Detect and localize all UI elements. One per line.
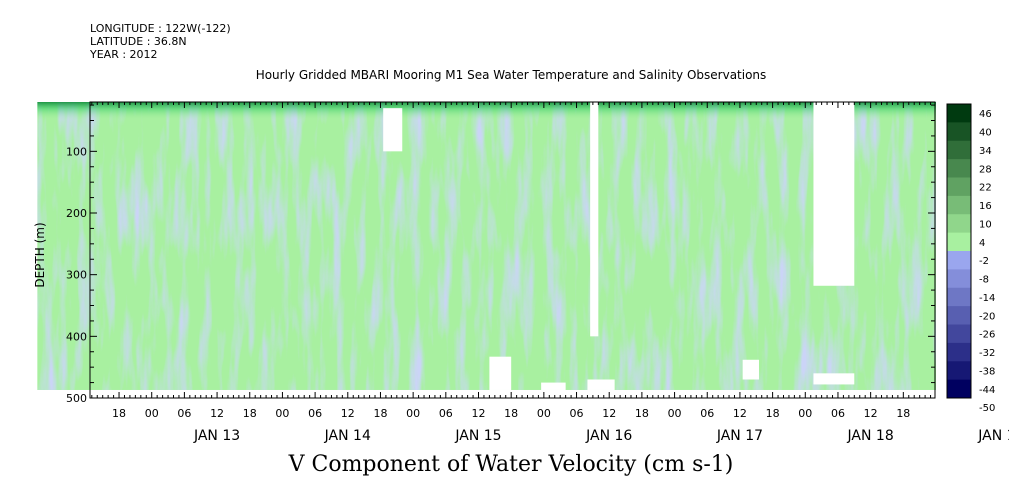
colorbar-label: -50 bbox=[979, 403, 995, 414]
x-day-label: JAN 14 bbox=[324, 428, 371, 444]
missing-region bbox=[813, 102, 855, 286]
x-tick-label: 12 bbox=[733, 407, 747, 420]
x-tick-label: 12 bbox=[210, 407, 224, 420]
missing-region bbox=[383, 108, 403, 152]
missing-region bbox=[21, 102, 38, 398]
colorbar-label: -20 bbox=[979, 311, 995, 322]
chart-subtitle: V Component of Water Velocity (cm s-1) bbox=[288, 452, 734, 477]
x-tick-label: 00 bbox=[798, 407, 812, 420]
chart-title: Hourly Gridded MBARI Mooring M1 Sea Wate… bbox=[255, 68, 767, 82]
colorbar-label: -8 bbox=[979, 275, 989, 286]
x-tick-label: 18 bbox=[766, 407, 780, 420]
y-axis-label: DEPTH (m) bbox=[33, 222, 47, 287]
colorbar-swatch bbox=[947, 122, 971, 142]
y-tick-label: 300 bbox=[66, 269, 87, 282]
y-tick-label: 200 bbox=[66, 207, 87, 220]
year-label: YEAR : 2012 bbox=[90, 48, 158, 61]
colorbar: 46 40 34 28 22 16 10 4 -2 -8 -14 -20 -26 -32 -38 -44 -50 bbox=[946, 103, 995, 414]
colorbar-label: -32 bbox=[979, 348, 995, 359]
x-tick-label: 00 bbox=[537, 407, 551, 420]
x-tick-label: 00 bbox=[145, 407, 159, 420]
x-tick-label: 12 bbox=[864, 407, 878, 420]
x-tick-label: 00 bbox=[275, 407, 289, 420]
x-tick-label: 18 bbox=[896, 407, 910, 420]
colorbar-swatch bbox=[947, 214, 971, 234]
missing-region bbox=[590, 102, 599, 337]
colorbar-swatch bbox=[947, 342, 971, 362]
longitude-label: LONGITUDE : 122W(-122) bbox=[90, 22, 231, 35]
colorbar-swatch bbox=[947, 306, 971, 325]
x-tick-label: 12 bbox=[341, 407, 355, 420]
y-tick-label: 100 bbox=[66, 145, 87, 158]
axes: 18 00 06 12 18 00 06 12 18 00 06 12 18 00 06 12 18 00 06 12… bbox=[66, 101, 1009, 444]
colorbar-label: 28 bbox=[979, 164, 992, 175]
x-tick-label: 06 bbox=[570, 407, 584, 420]
colorbar-swatch bbox=[947, 177, 971, 197]
x-day-label: JAN 19 bbox=[977, 428, 1009, 444]
colorbar-frame bbox=[946, 103, 972, 399]
missing-region bbox=[742, 359, 759, 380]
y-tick-label: 500 bbox=[66, 392, 87, 405]
missing-data bbox=[21, 102, 855, 398]
surface-band bbox=[21, 102, 936, 162]
colorbar-label: 34 bbox=[979, 146, 992, 157]
colorbar-label: 4 bbox=[979, 238, 985, 249]
colorbar-swatch bbox=[947, 324, 971, 344]
x-tick-label: 18 bbox=[112, 407, 126, 420]
colorbar-swatch bbox=[947, 140, 971, 160]
x-tick-label: 18 bbox=[635, 407, 649, 420]
colorbar-swatch bbox=[947, 195, 971, 215]
colorbar-swatch bbox=[947, 269, 971, 289]
missing-region bbox=[587, 379, 615, 390]
x-day-label: JAN 16 bbox=[585, 428, 632, 444]
colorbar-swatch bbox=[947, 287, 971, 307]
colorbar-label: -38 bbox=[979, 366, 995, 377]
x-day-label: JAN 18 bbox=[847, 428, 894, 444]
colorbar-swatch bbox=[947, 104, 971, 123]
colorbar-label: 40 bbox=[979, 128, 992, 139]
colorbar-swatch bbox=[947, 232, 971, 252]
missing-region bbox=[541, 382, 566, 390]
colorbar-swatch bbox=[947, 361, 971, 381]
colorbar-swatch bbox=[947, 159, 971, 178]
x-tick-label: 12 bbox=[602, 407, 616, 420]
x-tick-label: 06 bbox=[831, 407, 845, 420]
colorbar-label: 16 bbox=[979, 201, 992, 212]
plot-frame bbox=[89, 101, 936, 399]
x-tick-label: 18 bbox=[504, 407, 518, 420]
colorbar-label: 10 bbox=[979, 219, 992, 230]
x-tick-label: 06 bbox=[700, 407, 714, 420]
x-tick-label: 06 bbox=[308, 407, 322, 420]
x-tick-label: 06 bbox=[177, 407, 191, 420]
x-day-label: JAN 17 bbox=[716, 428, 763, 444]
missing-region bbox=[813, 373, 855, 385]
colorbar-swatch bbox=[947, 251, 971, 270]
y-tick-label: 400 bbox=[66, 330, 87, 343]
x-tick-label: 18 bbox=[243, 407, 257, 420]
x-tick-label: 00 bbox=[406, 407, 420, 420]
latitude-label: LATITUDE : 36.8N bbox=[90, 35, 187, 48]
colorbar-label: 22 bbox=[979, 183, 992, 194]
colorbar-label: -44 bbox=[979, 385, 995, 396]
x-tick-label: 00 bbox=[668, 407, 682, 420]
x-tick-label: 06 bbox=[439, 407, 453, 420]
colorbar-label: -14 bbox=[979, 293, 995, 304]
x-day-label: JAN 13 bbox=[193, 428, 240, 444]
colorbar-label: -2 bbox=[979, 256, 989, 267]
colorbar-label: -26 bbox=[979, 330, 995, 341]
x-tick-label: 18 bbox=[373, 407, 387, 420]
x-tick-label: 12 bbox=[472, 407, 486, 420]
missing-region bbox=[489, 356, 512, 390]
x-day-label: JAN 15 bbox=[454, 428, 501, 444]
plot-area bbox=[21, 102, 936, 390]
colorbar-label: 46 bbox=[979, 109, 992, 120]
colorbar-swatch bbox=[947, 379, 971, 399]
